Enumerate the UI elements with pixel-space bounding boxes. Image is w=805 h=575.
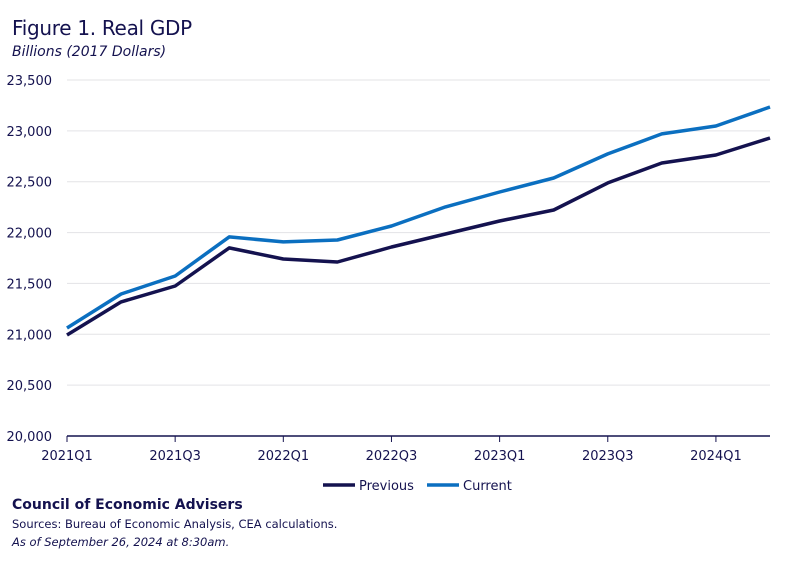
footer-as-of: As of September 26, 2024 at 8:30am. — [12, 535, 230, 549]
y-tick-label: 20,000 — [7, 430, 53, 445]
x-tick-label: 2022Q1 — [258, 449, 310, 464]
x-tick-label: 2024Q1 — [690, 449, 742, 464]
footer-organization: Council of Economic Advisers — [12, 497, 243, 513]
x-tick-label: 2021Q3 — [149, 449, 201, 464]
x-tick-label: 2021Q1 — [41, 449, 93, 464]
y-tick-label: 22,500 — [7, 176, 53, 191]
x-tick-label: 2023Q1 — [474, 449, 526, 464]
y-tick-label: 22,000 — [7, 227, 53, 242]
footer-sources: Sources: Bureau of Economic Analysis, CE… — [12, 517, 338, 531]
y-tick-label: 21,500 — [7, 277, 53, 292]
series-line-current — [66, 105, 771, 330]
legend-label-previous: Previous — [359, 479, 414, 494]
y-tick-label: 23,500 — [7, 74, 53, 89]
legend-label-current: Current — [463, 479, 512, 494]
y-tick-label: 20,500 — [7, 379, 53, 394]
chart-subtitle: Billions (2017 Dollars) — [12, 44, 167, 60]
series-line-previous — [66, 136, 771, 337]
x-tick-label: 2022Q3 — [366, 449, 418, 464]
y-tick-label: 21,000 — [7, 328, 53, 343]
chart-title: Figure 1. Real GDP — [12, 16, 192, 40]
y-tick-label: 23,000 — [7, 125, 53, 140]
x-tick-label: 2023Q3 — [582, 449, 634, 464]
